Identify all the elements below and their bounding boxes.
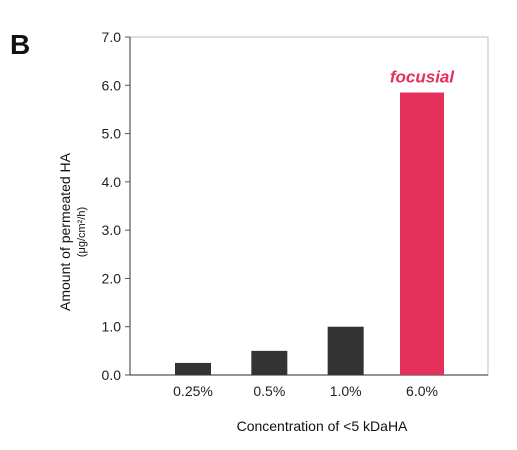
y-tick-label: 0.0 [102,367,122,383]
bar-4 [400,92,444,376]
y-tick-label: 6.0 [102,77,122,93]
y-tick-label: 5.0 [102,126,122,142]
panel-label: B [10,29,30,60]
y-tick-label: 7.0 [102,29,122,45]
bar-annotation-label: focusial [390,68,456,87]
y-tick-label: 1.0 [102,319,122,335]
x-axis-title: Concentration of <5 kDaHA [237,418,408,434]
bar-1 [175,362,211,375]
bar-3 [327,326,364,375]
y-axis-title: Amount of permeated HA [57,152,73,311]
y-tick-label: 3.0 [102,222,122,238]
y-tick-label: 2.0 [102,270,122,286]
x-axis: 0.25% 0.5% 1.0% 6.0% [130,374,488,399]
x-tick-label: 1.0% [330,383,362,399]
annotations: focusial [390,68,456,87]
x-tick-label: 0.25% [173,383,213,399]
x-tick-label: 0.5% [253,383,285,399]
y-axis-unit: (μg/cm²/h) [76,207,88,257]
y-axis: 0.0 1.0 2.0 3.0 4.0 5.0 6.0 7.0 [102,29,131,383]
bar-2 [251,350,288,375]
y-axis-title-group: Amount of permeated HA (μg/cm²/h) [57,152,88,311]
bar-series [175,92,444,376]
y-tick-label: 4.0 [102,174,122,190]
x-tick-label: 6.0% [406,383,438,399]
